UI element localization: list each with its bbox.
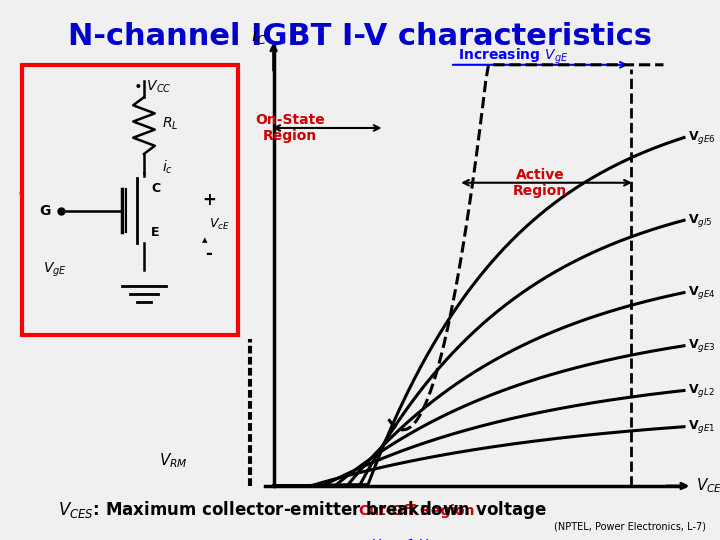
Text: +: + (202, 191, 216, 209)
Text: -: - (205, 245, 212, 263)
Text: Increasing $V_{gE}$: Increasing $V_{gE}$ (459, 47, 569, 66)
Text: E: E (151, 226, 160, 239)
Text: N-channel IGBT I-V characteristics: N-channel IGBT I-V characteristics (68, 22, 652, 51)
Text: (NPTEL, Power Electronics, L-7): (NPTEL, Power Electronics, L-7) (554, 522, 706, 531)
Text: V$_{gE6}$: V$_{gE6}$ (688, 129, 716, 146)
Text: $V_{CES}$: Maximum collector-emitter breakdown voltage: $V_{CES}$: Maximum collector-emitter bre… (58, 500, 546, 521)
Text: C: C (151, 183, 161, 195)
Text: $V_{CES}$  $V_{CE}$: $V_{CES}$ $V_{CE}$ (696, 477, 720, 495)
Text: Active
Region: Active Region (513, 167, 567, 198)
Text: Cut-Off Region: Cut-Off Region (359, 504, 475, 518)
Text: V$_{gl5}$: V$_{gl5}$ (688, 212, 713, 229)
Text: $i_C$: $i_C$ (251, 25, 267, 46)
Text: $R_L$: $R_L$ (162, 116, 179, 132)
Text: V$_{gE3}$: V$_{gE3}$ (688, 338, 716, 354)
Text: $V_{RM}$: $V_{RM}$ (158, 451, 187, 470)
Text: $\blacktriangle$: $\blacktriangle$ (202, 235, 209, 245)
Text: $\bullet$ $V_{CC}$: $\bullet$ $V_{CC}$ (133, 78, 172, 94)
Text: $i_c$: $i_c$ (162, 159, 173, 176)
Text: $V_{gE}$: $V_{gE}$ (43, 261, 67, 279)
Text: V$_{gE1}$: V$_{gE1}$ (688, 418, 716, 435)
Text: $v_{GE}$ < $v_{GE(th)}$: $v_{GE}$ < $v_{GE(th)}$ (371, 536, 464, 540)
Text: G: G (40, 204, 51, 218)
Text: V$_{gL2}$: V$_{gL2}$ (688, 382, 715, 399)
Text: V$_{gE4}$: V$_{gE4}$ (688, 284, 716, 301)
Text: $V_{cE}$: $V_{cE}$ (209, 217, 230, 232)
Text: On-State
Region: On-State Region (255, 113, 325, 143)
